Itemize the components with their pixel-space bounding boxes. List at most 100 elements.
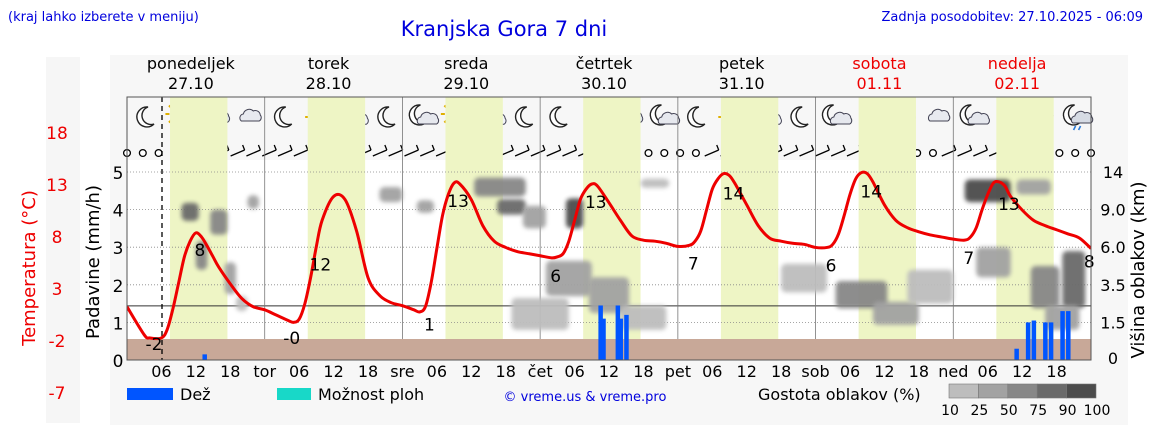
cloud-blob <box>416 200 434 213</box>
wind-barb <box>558 144 562 151</box>
legend-storm-label: Možnost ploh <box>318 385 424 404</box>
moon-icon <box>273 106 293 128</box>
cloud-density-label: 10 <box>941 403 959 419</box>
day-date: 28.10 <box>306 74 352 93</box>
precip-bar <box>202 354 207 360</box>
cloud-blob <box>1016 179 1051 195</box>
temperature-label: 13 <box>998 195 1020 215</box>
cloud-height-axis-title: Višina oblakov (km) <box>1128 181 1149 358</box>
precip-bar <box>1048 322 1054 360</box>
moon-shape <box>377 106 396 128</box>
wind-calm-marker <box>1055 148 1064 158</box>
hour-tick: 12 <box>737 362 757 381</box>
legend-rain-swatch <box>127 388 173 400</box>
hour-tick: 06 <box>289 362 309 381</box>
temperature-axis: 18 13 8 3 -2 -7 <box>46 124 68 404</box>
hour-tick: 12 <box>461 362 481 381</box>
hour-tick: 12 <box>323 362 343 381</box>
wind-barb <box>289 144 293 151</box>
moon-icon <box>687 106 706 128</box>
precipitation-bars <box>202 305 1071 360</box>
cloud-shape <box>829 111 853 125</box>
wind-barb <box>305 144 309 151</box>
wind-barb <box>716 144 720 151</box>
hour-tick: 12 <box>874 362 894 381</box>
legend-rain-label: Dež <box>180 385 211 404</box>
wind-calm-marker <box>676 148 685 158</box>
precip-axis: 0 1 2 3 4 5 <box>113 164 124 372</box>
wind-arrow <box>420 144 435 157</box>
wind-barb <box>542 144 546 151</box>
cloud-blob <box>522 205 546 229</box>
day-name: petek <box>719 54 765 73</box>
temperature-tick: 8 <box>52 228 63 248</box>
day-name: sreda <box>444 54 488 73</box>
cloud-shape <box>967 111 990 125</box>
temperature-label: 1 <box>424 316 435 336</box>
wind-shaft <box>530 149 546 157</box>
moon-cloud-icon <box>649 104 681 126</box>
precip-bar <box>615 305 621 360</box>
cloud-density-label: 90 <box>1059 403 1077 419</box>
wind-shaft <box>277 149 293 157</box>
moon-cloud-icon <box>959 104 990 126</box>
day-name: sobota <box>852 54 906 73</box>
temperature-axis-title: Temperatura (°C) <box>19 190 40 347</box>
cloud-density-label: 100 <box>1084 403 1111 419</box>
cloud-density-label: 25 <box>970 403 988 419</box>
cloud-shape <box>657 111 681 125</box>
cloud-blob <box>181 202 199 221</box>
menu-hint[interactable]: (kraj lahko izberete v meniju) <box>8 10 199 25</box>
wind-shaft <box>404 149 419 157</box>
moon-shape <box>136 106 155 128</box>
wind-shaft <box>562 149 577 157</box>
wind-barb <box>415 144 420 151</box>
wind-barb <box>526 144 530 151</box>
temperature-value-labels: -2 8 -0 12 1 13 6 13 7 14 6 14 7 13 8 <box>145 183 1094 355</box>
wind-barb <box>984 144 988 151</box>
hour-tick: 18 <box>633 362 653 381</box>
temperature-label: 8 <box>194 241 205 261</box>
hour-tick: 06 <box>978 362 998 381</box>
day-abbrev-tick: tor <box>253 362 276 381</box>
wind-barb <box>779 144 783 151</box>
legend-storm-swatch <box>277 388 311 400</box>
wind-barb <box>795 144 799 151</box>
cloud-blob <box>511 297 569 330</box>
last-update: Zadnja posodobitev: 27.10.2025 - 06:09 <box>881 10 1143 25</box>
cloud-blob <box>872 301 919 325</box>
cloud-blob <box>497 199 526 215</box>
temperature-tick: 18 <box>46 124 68 144</box>
wind-arrow <box>404 144 420 157</box>
cloud-blob <box>474 177 526 197</box>
wind-arrow <box>277 144 293 157</box>
hour-tick: 06 <box>564 362 584 381</box>
wind-arrow <box>546 144 562 157</box>
wind-arrow <box>246 144 262 157</box>
precip-tick: 1 <box>113 314 124 334</box>
wind-arrow <box>293 144 309 157</box>
wind-barb <box>573 144 578 151</box>
moon-icon <box>514 106 534 128</box>
moon-cloud-rain-icon <box>1062 104 1094 131</box>
temperature-line <box>127 170 1091 341</box>
hour-tick: 06 <box>702 362 722 381</box>
wind-barb <box>842 144 846 151</box>
wind-arrow <box>704 144 720 157</box>
day-date: 31.10 <box>719 74 765 93</box>
temperature-label: 6 <box>550 267 561 287</box>
wind-shaft <box>546 149 561 157</box>
legend-cloud-density-title: Gostota oblakov (%) <box>758 385 921 404</box>
hour-tick: 18 <box>358 362 378 381</box>
wind-barb <box>826 144 830 151</box>
cloud-blob <box>620 305 667 330</box>
moon-icon <box>790 106 809 128</box>
hour-tick: 06 <box>840 362 860 381</box>
copyright-link[interactable]: © vreme.us & vreme.pro <box>504 390 667 405</box>
wind-barb <box>384 144 388 151</box>
wind-arrow <box>230 144 246 157</box>
temperature-tick: 3 <box>52 280 63 300</box>
moon-shape <box>1062 104 1082 126</box>
wind-shaft <box>957 149 972 157</box>
wind-shaft <box>293 149 309 157</box>
